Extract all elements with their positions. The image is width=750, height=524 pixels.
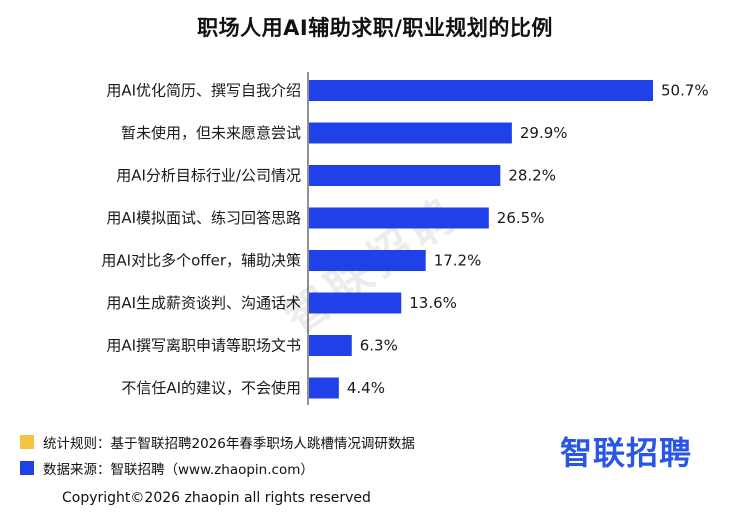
value-label: 13.6% bbox=[409, 294, 457, 312]
value-label: 50.7% bbox=[661, 82, 709, 100]
category-label: 不信任AI的建议，不会使用 bbox=[121, 379, 301, 397]
category-label: 用AI优化简历、撰写自我介绍 bbox=[106, 82, 301, 100]
legend-swatch-blue bbox=[20, 461, 34, 475]
bar bbox=[309, 122, 512, 144]
legend-item-rule: 统计规则：基于智联招聘2026年春季职场人跳槽情况调研数据 bbox=[20, 432, 415, 452]
bar-chart: 用AI优化简历、撰写自我介绍 50.7% 暂未使用，但未来愿意尝试 29.9% 用AI分… bbox=[101, 72, 709, 405]
brand-logo: 智联招聘 bbox=[560, 434, 693, 472]
chart-title: 职场人用AI辅助求职/职业规划的比例 bbox=[197, 16, 553, 40]
bar bbox=[309, 207, 489, 229]
legend-label-source: 数据来源：智联招聘（www.zhaopin.com） bbox=[43, 462, 314, 478]
legend-label-rule: 统计规则：基于智联招聘2026年春季职场人跳槽情况调研数据 bbox=[43, 436, 415, 452]
bar bbox=[309, 165, 501, 186]
legend-item-source: 数据来源：智联招聘（www.zhaopin.com） bbox=[20, 458, 314, 478]
value-label: 28.2% bbox=[508, 167, 556, 185]
bar bbox=[309, 250, 426, 271]
bar bbox=[309, 335, 352, 356]
category-label: 用AI撰写离职申请等职场文书 bbox=[106, 337, 301, 355]
value-label: 29.9% bbox=[520, 124, 568, 142]
bar bbox=[309, 292, 402, 314]
bar bbox=[309, 377, 339, 399]
copyright-text: Copyright©2026 zhaopin all rights reserv… bbox=[62, 490, 371, 506]
value-label: 6.3% bbox=[360, 337, 398, 355]
bar bbox=[309, 80, 653, 101]
category-label: 用AI对比多个offer，辅助决策 bbox=[101, 252, 301, 270]
category-label: 用AI分析目标行业/公司情况 bbox=[116, 167, 301, 185]
value-label: 4.4% bbox=[347, 379, 385, 397]
category-label: 暂未使用，但未来愿意尝试 bbox=[121, 124, 301, 142]
value-label: 17.2% bbox=[434, 252, 482, 270]
category-label: 用AI生成薪资谈判、沟通话术 bbox=[106, 294, 301, 312]
category-label: 用AI模拟面试、练习回答思路 bbox=[106, 209, 301, 227]
legend-swatch-yellow bbox=[20, 435, 34, 449]
value-label: 26.5% bbox=[497, 209, 545, 227]
